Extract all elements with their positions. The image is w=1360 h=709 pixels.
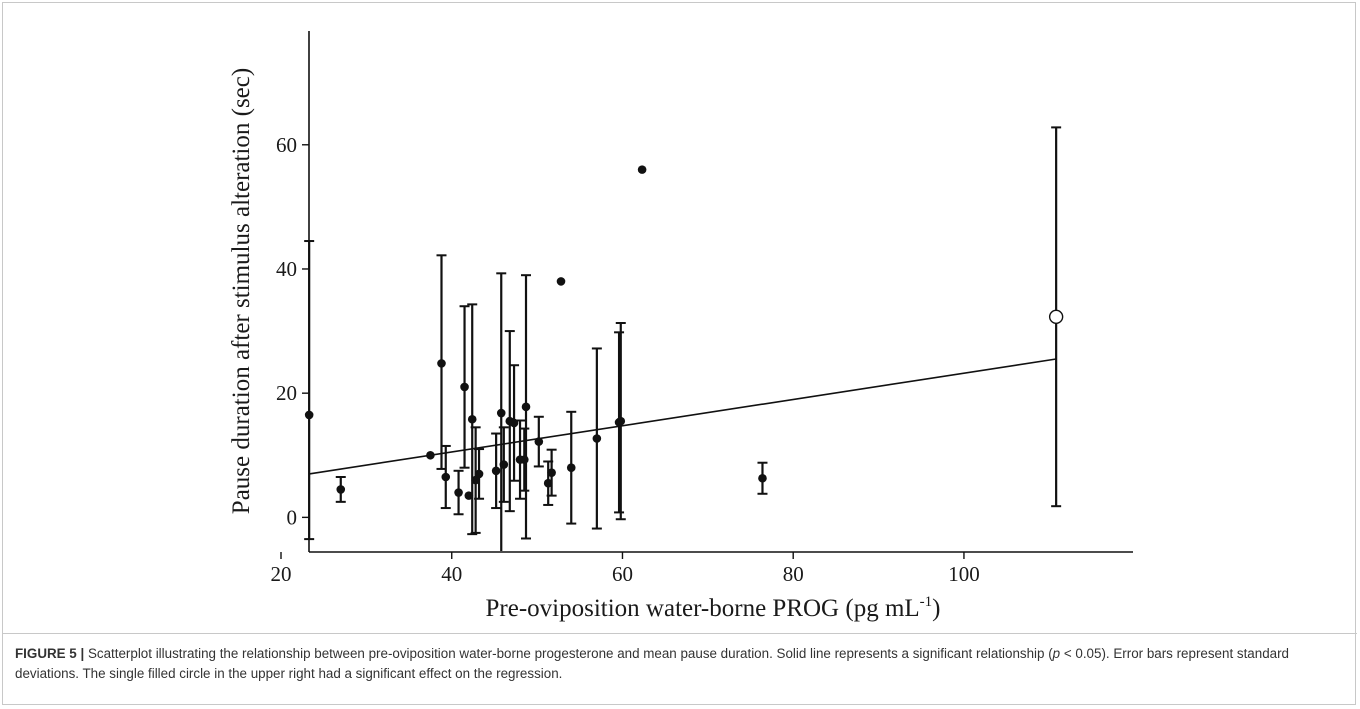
data-point <box>304 410 314 420</box>
y-tick-label: 60 <box>276 133 297 157</box>
x-axis-label-main: Pre-oviposition water-borne PROG (pg mL <box>486 595 920 622</box>
tick-labels: 0 20 40 60 20 40 60 80 100 <box>271 133 980 586</box>
x-tick-label: 80 <box>783 562 804 586</box>
regression-line-group <box>309 358 1057 475</box>
data-point <box>496 408 506 418</box>
y-axis-label: Pause duration after stimulus alteration… <box>228 68 255 514</box>
y-tick-label: 20 <box>276 381 297 405</box>
caption-text-part1: Scatterplot illustrating the relationshi… <box>87 646 1053 661</box>
data-point <box>758 473 767 483</box>
data-point <box>556 277 566 286</box>
data-points <box>304 165 1064 500</box>
y-tick-label: 0 <box>287 505 298 529</box>
data-point <box>491 466 501 476</box>
data-point <box>454 488 463 497</box>
data-point <box>543 478 553 488</box>
regression-line <box>309 358 1057 475</box>
data-point <box>592 434 602 443</box>
data-point <box>637 165 647 174</box>
data-point <box>566 463 576 472</box>
caption-divider <box>3 633 1357 634</box>
caption-text-part2: < 0.05). Error bars represent standard d… <box>15 646 1289 681</box>
figure-label: FIGURE 5 | <box>15 646 85 661</box>
axes <box>280 31 1133 559</box>
error-bars <box>304 126 1062 551</box>
x-axis-label: Pre-oviposition water-borne PROG (pg mL-… <box>486 594 941 622</box>
data-point <box>460 382 469 392</box>
data-point <box>336 485 346 494</box>
data-point <box>521 402 531 412</box>
data-point <box>467 414 477 424</box>
x-axis-label-superscript: -1 <box>920 594 933 610</box>
data-point <box>616 416 626 426</box>
x-tick-label: 60 <box>612 562 633 586</box>
data-point <box>474 469 484 479</box>
data-point-open <box>1048 309 1064 324</box>
x-tick-label: 20 <box>271 562 292 586</box>
data-point <box>464 491 474 500</box>
data-point <box>547 468 556 477</box>
data-point <box>499 460 509 469</box>
x-axis-label-end: ) <box>932 595 940 622</box>
data-point <box>441 472 451 482</box>
data-point <box>437 359 446 368</box>
data-point <box>520 455 529 464</box>
figure-caption: FIGURE 5 | Scatterplot illustrating the … <box>15 644 1345 684</box>
x-tick-label: 40 <box>441 562 462 586</box>
data-point <box>534 437 544 446</box>
scatter-plot: 0 20 40 60 20 40 60 80 100 Pause duration after … <box>228 31 1133 622</box>
x-tick-label: 100 <box>948 562 980 586</box>
caption-p-symbol: p <box>1052 646 1061 661</box>
data-point <box>426 450 435 460</box>
y-tick-label: 40 <box>276 257 297 281</box>
data-point <box>509 418 519 428</box>
